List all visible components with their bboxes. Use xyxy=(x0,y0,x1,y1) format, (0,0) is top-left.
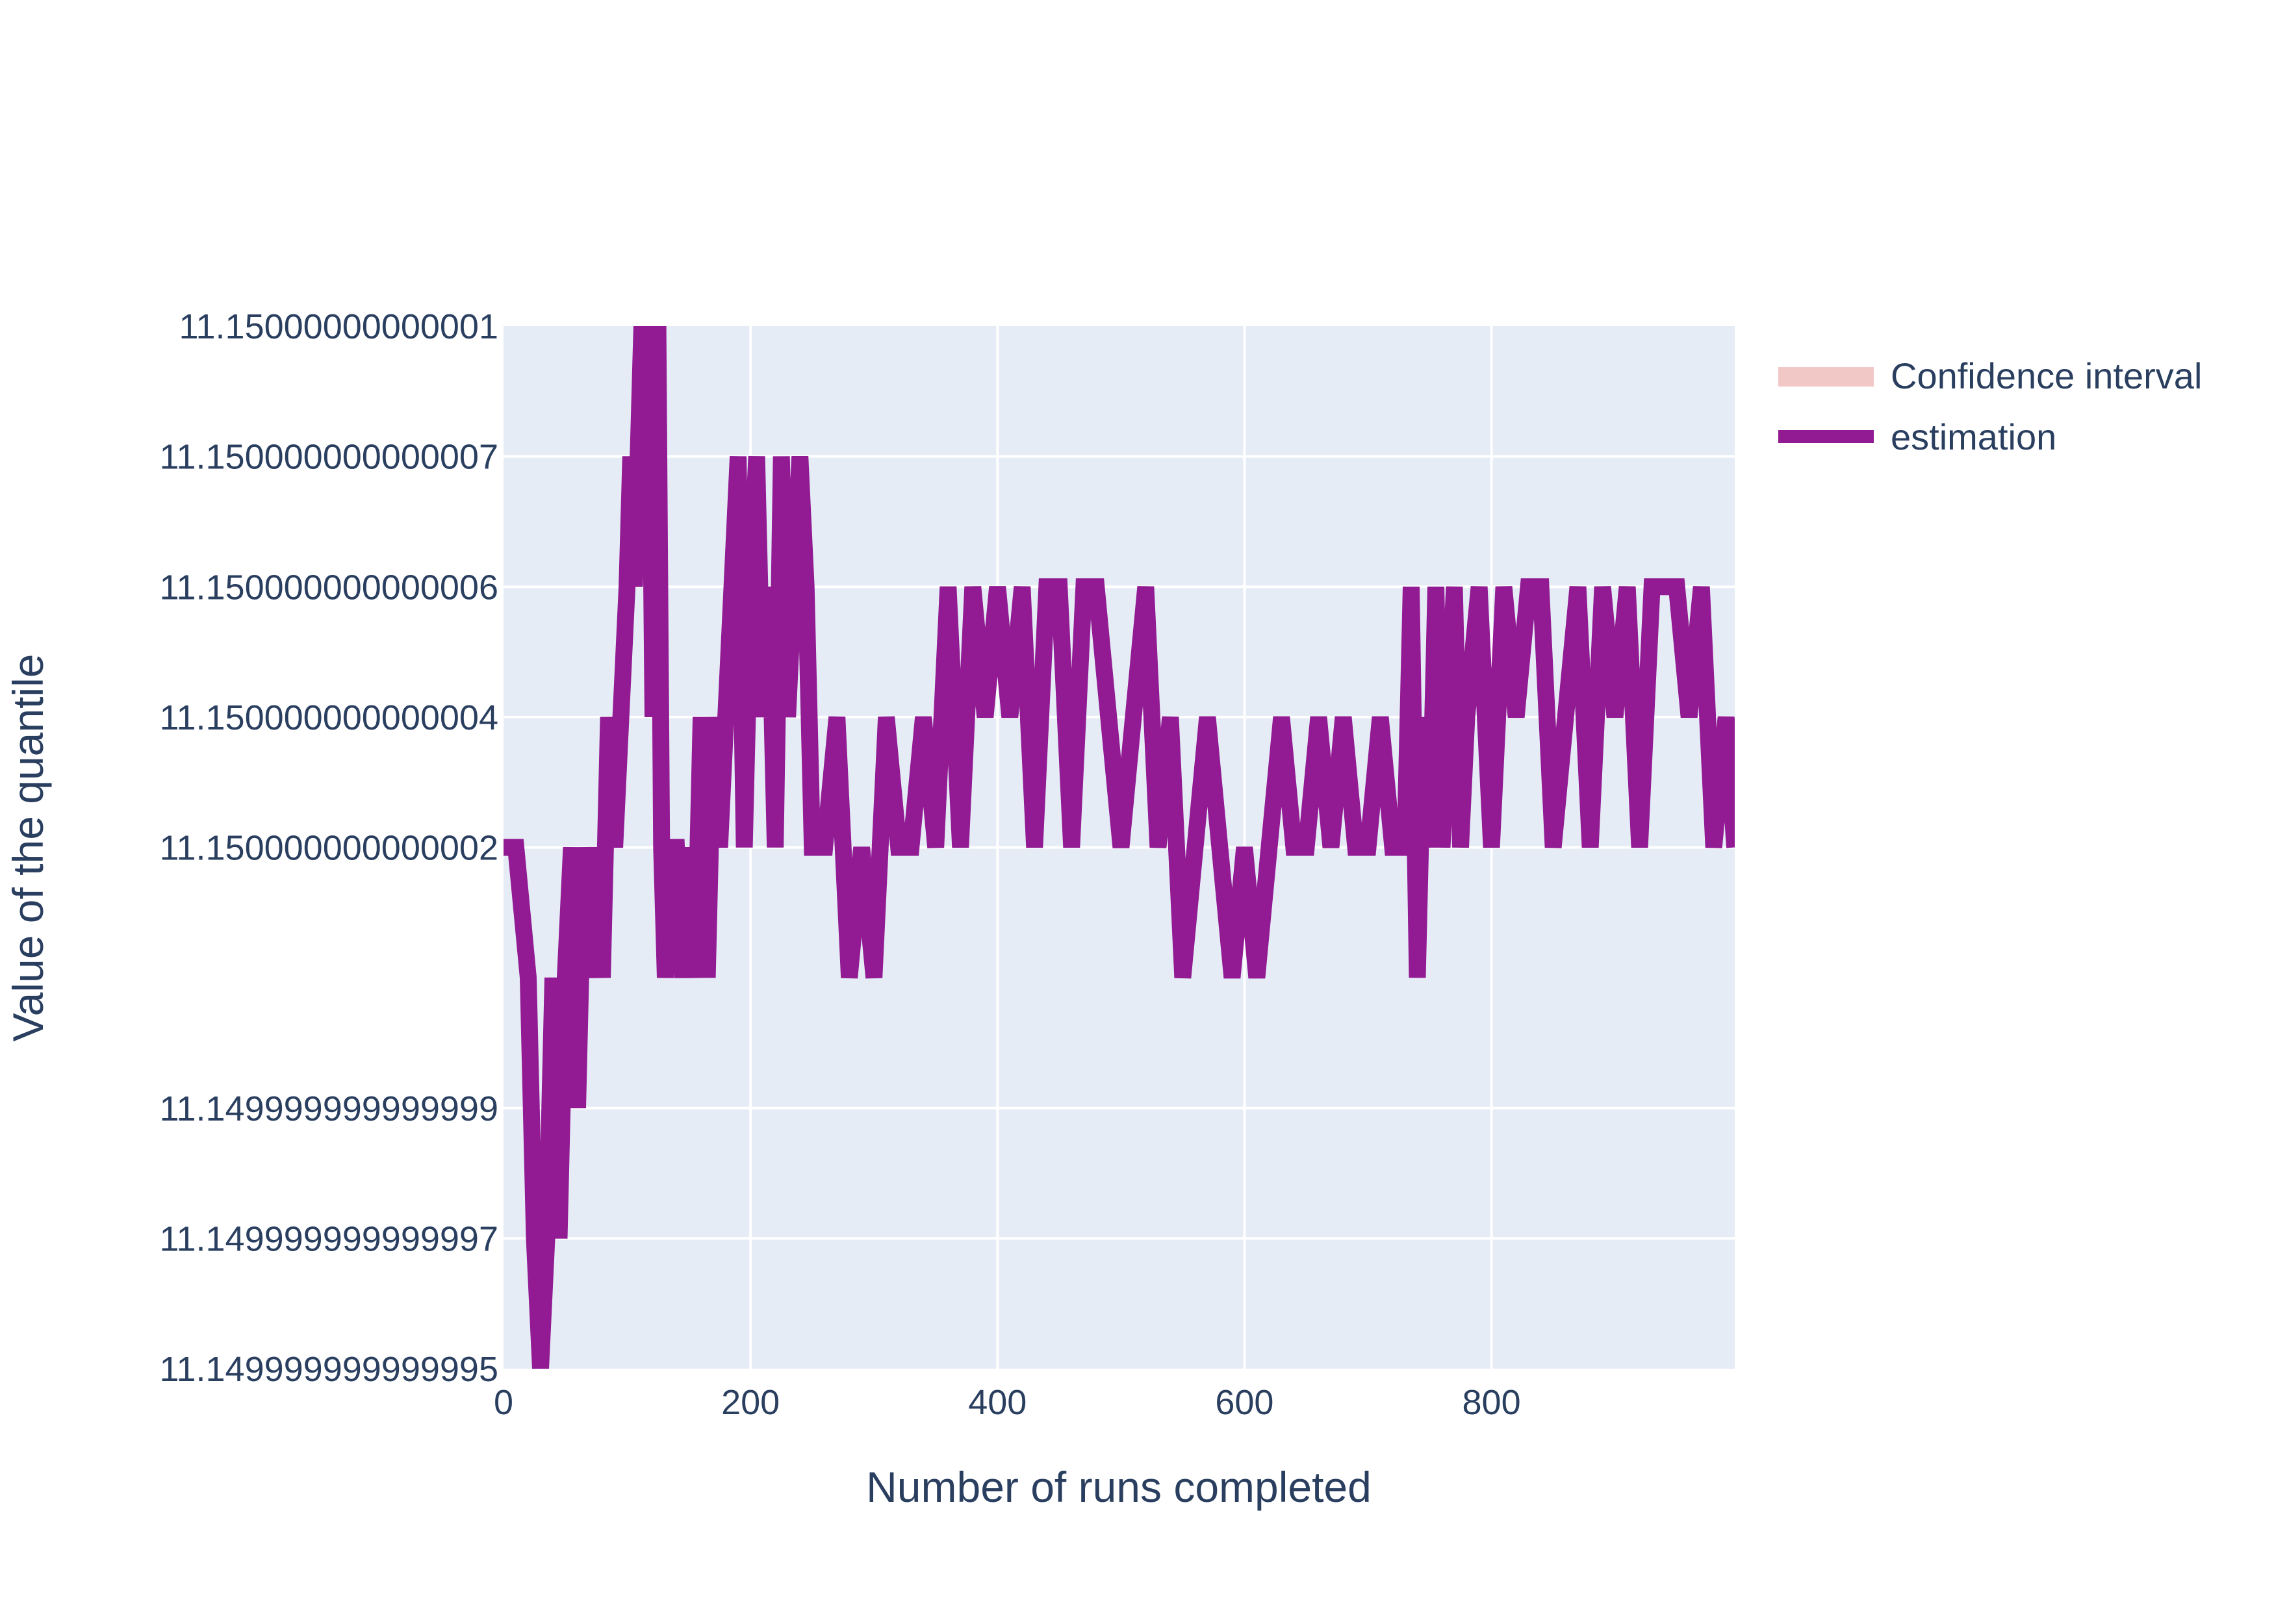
x-tick-label: 0 xyxy=(494,1383,513,1422)
x-axis-title: Number of runs completed xyxy=(866,1463,1372,1511)
y-tick-label: 11.150000000000006 xyxy=(159,568,498,607)
y-axis-title: Value of the quantile xyxy=(4,654,52,1042)
y-tick-label: 11.150000000000002 xyxy=(159,829,498,868)
legend-swatch-estimation xyxy=(1778,430,1874,443)
y-tick-label: 11.149999999999997 xyxy=(159,1219,498,1258)
x-tick-label: 200 xyxy=(721,1383,780,1422)
y-tick-label: 11.149999999999995 xyxy=(159,1350,498,1389)
x-tick-label: 400 xyxy=(968,1383,1027,1422)
y-tick-label: 11.15000000000001 xyxy=(179,307,498,346)
x-axis-ticks: 0 200 400 600 800 xyxy=(494,1383,1521,1422)
y-axis-ticks: 11.149999999999995 11.149999999999997 11.1… xyxy=(159,307,498,1389)
legend-label-confidence-interval: Confidence interval xyxy=(1891,355,2202,396)
x-tick-label: 800 xyxy=(1463,1383,1521,1422)
y-tick-label: 11.149999999999999 xyxy=(159,1089,498,1128)
series-estimation-line xyxy=(504,326,1735,1369)
y-tick-label: 11.150000000000004 xyxy=(159,698,498,737)
series-layer xyxy=(504,326,1735,1369)
y-tick-label: 11.150000000000007 xyxy=(159,438,498,477)
legend-swatch-confidence-interval xyxy=(1778,367,1874,387)
legend-label-estimation: estimation xyxy=(1891,416,2056,457)
x-tick-label: 600 xyxy=(1215,1383,1273,1422)
legend: Confidence interval estimation xyxy=(1778,355,2202,457)
